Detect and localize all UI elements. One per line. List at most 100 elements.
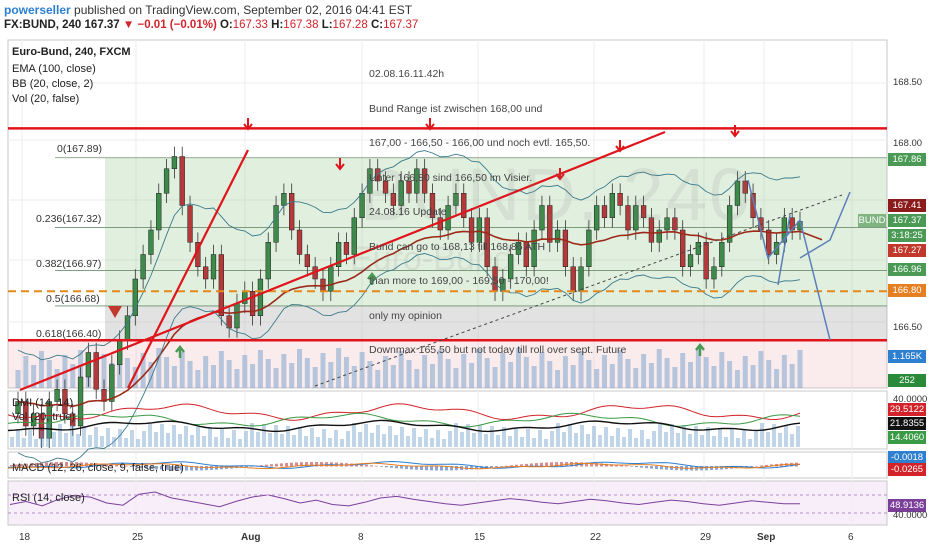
volume-bar — [187, 361, 193, 388]
candle-body — [429, 193, 436, 218]
volume-bar — [609, 364, 615, 388]
open-value: 167.33 — [232, 19, 268, 31]
dmi-volume-bar — [148, 423, 152, 447]
volume-bar — [734, 370, 740, 388]
volume-bar — [422, 355, 428, 388]
volume-bar — [328, 362, 334, 388]
legend-ema[interactable]: EMA (100, close) — [12, 63, 96, 75]
volume-bar — [703, 357, 709, 388]
candle-body — [38, 413, 45, 439]
candle-body — [680, 229, 686, 267]
volume-bar — [523, 357, 529, 388]
dmi-vol-label[interactable]: Vol (20, true) — [12, 411, 75, 423]
dmi-label[interactable]: DMI (14, 14) — [12, 397, 74, 409]
candle-body — [656, 229, 662, 243]
macd-histogram-bar — [490, 466, 493, 468]
macd-histogram-bar — [320, 462, 323, 467]
macd-histogram-bar — [50, 462, 53, 467]
publish-header: powerseller published on TradingView.com… — [4, 3, 412, 17]
macd-label[interactable]: MACD (12, 26, close, 9, false, true) — [12, 462, 184, 474]
volume-bar — [429, 364, 435, 388]
dmi-plus-tag: 29.5122 — [888, 403, 926, 416]
candle-body — [640, 205, 647, 218]
candle-body — [343, 242, 350, 255]
legend-title: Euro-Bund, 240, FXCM — [12, 46, 131, 58]
candle-body — [77, 376, 84, 427]
dmi-minus-tag: 14.4060 — [888, 431, 926, 444]
candle-body — [468, 217, 475, 243]
dmi-volume-bar — [580, 425, 584, 447]
rsi-label[interactable]: RSI (14, close) — [12, 492, 85, 504]
trend-line-steep — [127, 149, 249, 389]
candle-body — [508, 254, 514, 280]
dmi-volume-bar — [76, 434, 80, 447]
candle-body — [601, 205, 608, 218]
candle-body — [453, 193, 459, 206]
dmi-volume-bar — [334, 430, 338, 447]
candle-body — [687, 254, 694, 267]
symbol-tag: BUND — [858, 214, 886, 227]
candle-body — [328, 266, 334, 292]
candle-body — [476, 217, 483, 243]
volume-bar — [398, 351, 404, 388]
volume-bar — [351, 366, 357, 388]
dmi-volume-bar — [184, 426, 188, 447]
dmi-volume-bar — [316, 437, 320, 447]
macd-histogram-bar — [120, 465, 123, 467]
dmi-volume-bar — [598, 435, 602, 447]
volume-bar — [242, 355, 248, 388]
macd-histogram-bar — [385, 466, 388, 468]
close-label: C: — [370, 19, 384, 31]
candle-body — [586, 229, 592, 267]
dmi-volume-bar — [646, 439, 650, 447]
annotation-line: Bund Range ist zwischen 168,00 und — [369, 102, 543, 115]
volume-bar — [648, 363, 654, 388]
candle-body — [554, 229, 561, 243]
dmi-volume-bar — [268, 433, 272, 447]
volume-bar — [711, 366, 717, 388]
candle-body — [414, 168, 420, 194]
volume-bar — [304, 358, 310, 388]
volume-bar — [680, 353, 686, 388]
macd-histogram-bar — [55, 462, 58, 467]
dmi-volume-bar — [136, 439, 140, 447]
volume-bar — [273, 368, 279, 388]
macd-histogram-bar — [265, 464, 268, 467]
volume-bar — [789, 364, 795, 388]
dmi-volume-bar — [10, 437, 14, 447]
dmi-volume-bar — [256, 432, 260, 447]
macd-histogram-bar — [425, 466, 428, 471]
dmi-volume-bar — [796, 426, 800, 447]
macd-histogram-bar — [720, 466, 723, 470]
candle-body — [664, 217, 670, 231]
candle-body — [398, 180, 404, 206]
x-tick-label: 22 — [590, 532, 602, 543]
volume-bar — [124, 358, 130, 388]
candle-body — [672, 217, 678, 231]
candle-body — [390, 193, 397, 206]
macd-histogram-bar — [665, 466, 668, 470]
legend-bb[interactable]: BB (20, close, 2) — [12, 78, 94, 90]
candle-body — [179, 156, 185, 206]
dmi-volume-bar — [142, 431, 146, 447]
volume-bar — [156, 348, 162, 388]
legend-vol[interactable]: Vol (20, false) — [12, 93, 80, 105]
dmi-volume-bar — [652, 431, 656, 447]
close-value: 167.37 — [383, 19, 419, 31]
macd-histogram-bar — [620, 465, 623, 467]
publisher-name[interactable]: powerseller — [4, 3, 71, 17]
macd-histogram-bar — [210, 466, 213, 470]
fib-label-0618: 0.618(166.40) — [36, 328, 102, 340]
macd-histogram-bar — [95, 463, 98, 467]
candle-body — [695, 242, 701, 255]
macd-histogram-bar — [110, 464, 113, 467]
macd-histogram-bar — [545, 462, 548, 467]
macd-histogram-bar — [40, 462, 43, 467]
dmi-volume-bar — [742, 430, 746, 447]
macd-histogram-bar — [520, 464, 523, 467]
dmi-volume-bar — [424, 429, 428, 447]
rsi-pane-frame — [7, 480, 888, 526]
dmi-volume-bar — [286, 426, 290, 447]
volume-bar — [15, 370, 21, 388]
